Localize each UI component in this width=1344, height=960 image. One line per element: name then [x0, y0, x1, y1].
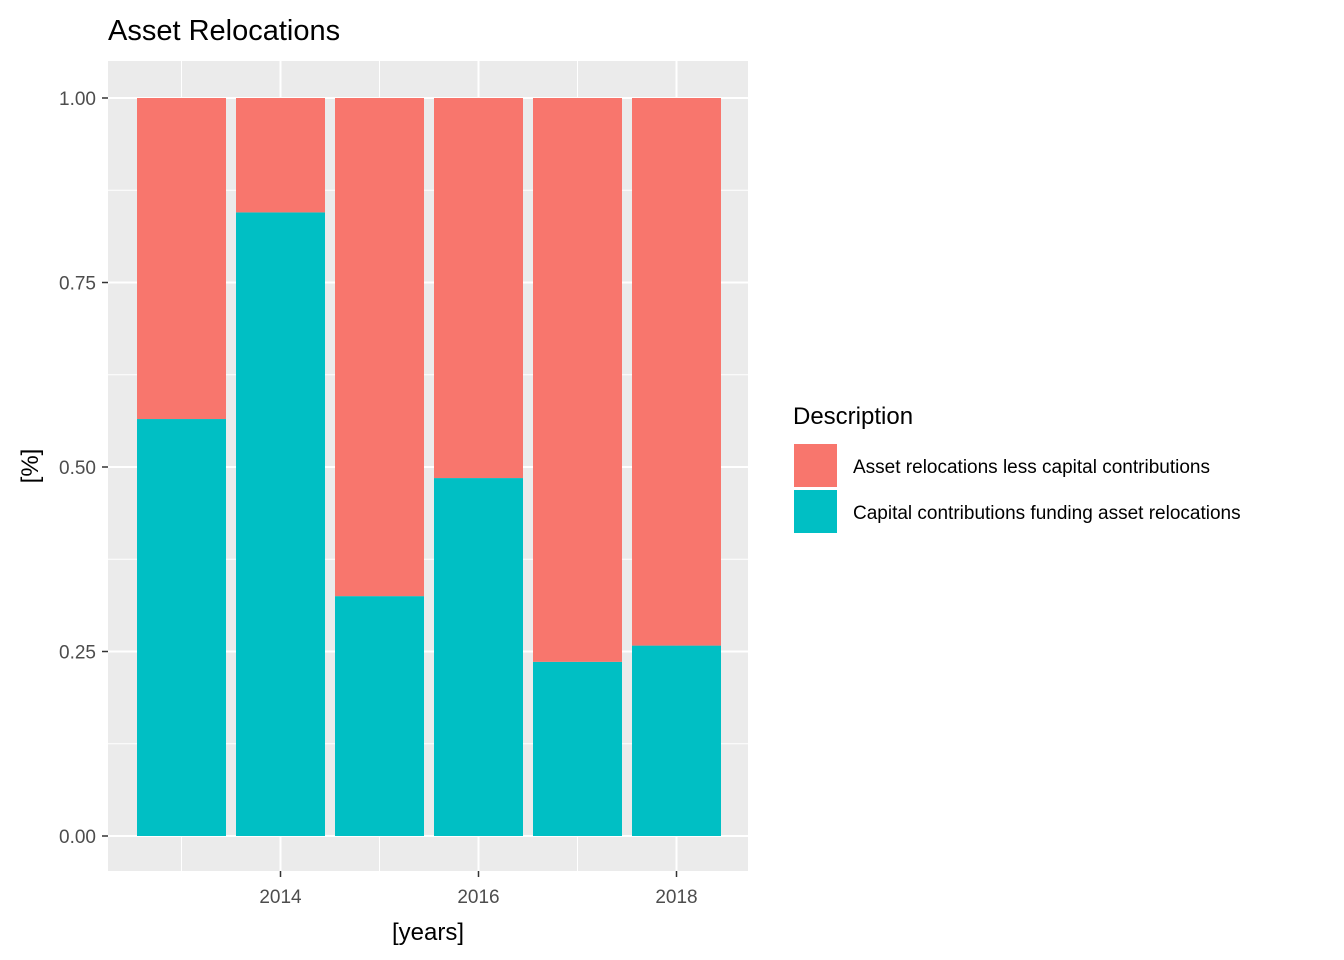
bar-segment — [434, 98, 523, 479]
x-tick-label: 2016 — [457, 887, 499, 908]
bar-segment — [335, 98, 424, 597]
legend-label: Asset relocations less capital contribut… — [853, 457, 1210, 478]
x-axis-title: [years] — [392, 919, 464, 946]
y-tick-label: 0.25 — [59, 643, 96, 664]
bar-segment — [434, 478, 523, 836]
legend-key — [794, 444, 837, 487]
x-axis: 2014 2016 2018 — [259, 871, 698, 908]
legend-items: Asset relocations less capital contribut… — [794, 444, 1241, 533]
bar-segment — [533, 661, 622, 836]
chart-title: Asset Relocations — [108, 15, 340, 47]
legend-title: Description — [793, 403, 913, 430]
x-tick-label: 2018 — [655, 887, 697, 908]
legend-key — [794, 490, 837, 533]
legend-label: Capital contributions funding asset relo… — [853, 503, 1241, 524]
y-axis: 0.00 0.25 0.50 0.75 1.00 — [59, 89, 108, 848]
bar-segment — [236, 212, 325, 836]
legend: Description Asset relocations less capit… — [793, 403, 1241, 533]
y-axis-title: [%] — [17, 449, 44, 484]
x-tick-label: 2014 — [259, 887, 302, 908]
bar-segment — [137, 98, 226, 420]
bar-segment — [632, 645, 721, 836]
y-tick-label: 0.75 — [59, 274, 96, 295]
bar-segment — [533, 98, 622, 662]
y-tick-label: 1.00 — [59, 89, 96, 110]
bar-segment — [236, 98, 325, 213]
y-tick-label: 0.50 — [59, 458, 96, 479]
bar-segment — [335, 596, 424, 836]
bars-group — [137, 98, 721, 836]
bar-segment — [137, 419, 226, 836]
y-tick-label: 0.00 — [59, 827, 96, 848]
bar-segment — [632, 98, 721, 646]
